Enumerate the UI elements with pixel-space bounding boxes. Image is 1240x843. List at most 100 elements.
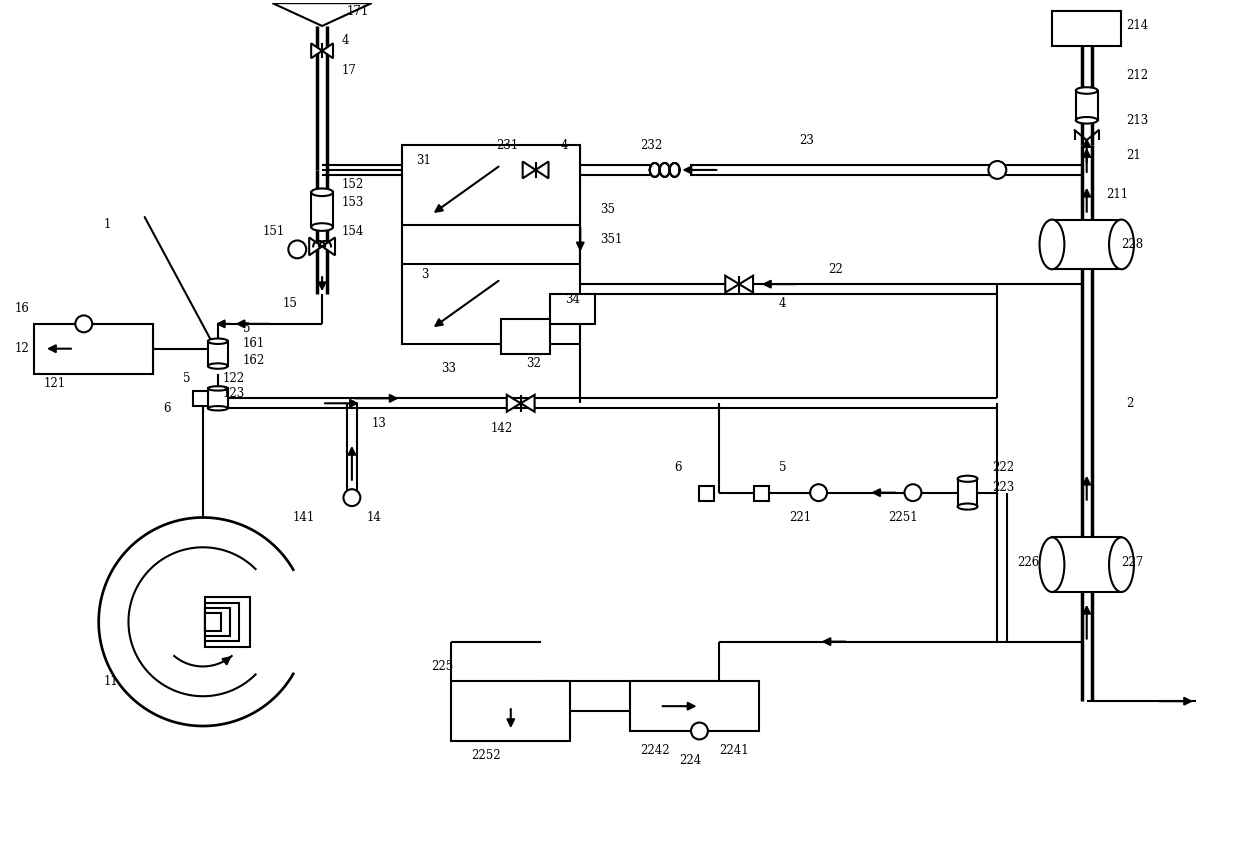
Text: 154: 154 [342, 225, 365, 238]
Text: 221: 221 [789, 511, 811, 524]
Ellipse shape [311, 223, 334, 231]
Text: 213: 213 [1126, 114, 1148, 126]
Text: 5: 5 [779, 461, 786, 475]
Bar [402, 264, 580, 344]
Polygon shape [322, 238, 335, 255]
Polygon shape [322, 43, 334, 58]
Bar [205, 603, 239, 641]
Text: 32: 32 [526, 357, 541, 370]
Text: 31: 31 [417, 153, 432, 167]
Bar [501, 319, 551, 354]
Text: 22: 22 [828, 263, 843, 276]
Text: 122: 122 [223, 372, 246, 385]
Text: 223: 223 [992, 481, 1014, 494]
Ellipse shape [208, 386, 228, 390]
Circle shape [904, 484, 921, 501]
Text: 1: 1 [104, 218, 112, 231]
Text: 4: 4 [560, 138, 568, 152]
Text: 17: 17 [342, 64, 357, 78]
Text: 211: 211 [1106, 188, 1128, 201]
Text: 2241: 2241 [719, 744, 749, 757]
Text: 34: 34 [565, 293, 580, 305]
Bar [551, 294, 595, 324]
Text: 2251: 2251 [888, 511, 918, 524]
Text: 224: 224 [680, 754, 702, 767]
Text: 225: 225 [432, 660, 454, 673]
Text: 4: 4 [342, 35, 350, 47]
Circle shape [289, 240, 306, 258]
Text: 6: 6 [675, 461, 682, 475]
Text: 11: 11 [104, 675, 118, 688]
Circle shape [810, 484, 827, 501]
Polygon shape [536, 162, 548, 179]
Ellipse shape [957, 503, 977, 510]
Text: 228: 228 [1121, 238, 1143, 251]
Text: 21: 21 [1126, 148, 1141, 162]
Text: 151: 151 [263, 225, 285, 238]
Ellipse shape [311, 189, 334, 196]
Text: 142: 142 [491, 422, 513, 435]
Text: 222: 222 [992, 461, 1014, 475]
Polygon shape [521, 395, 534, 411]
Ellipse shape [957, 475, 977, 482]
Text: 351: 351 [600, 233, 622, 246]
Text: 212: 212 [1126, 69, 1148, 82]
Text: 141: 141 [293, 511, 315, 524]
Bar [208, 389, 228, 408]
Polygon shape [273, 3, 372, 26]
Text: 227: 227 [1121, 556, 1143, 569]
Text: 226: 226 [1017, 556, 1039, 569]
Text: 152: 152 [342, 179, 365, 191]
Text: 214: 214 [1126, 19, 1148, 33]
Circle shape [691, 722, 708, 739]
Polygon shape [739, 276, 753, 293]
Circle shape [76, 315, 92, 332]
Bar [205, 597, 249, 647]
Bar [630, 681, 759, 731]
Ellipse shape [1039, 537, 1064, 592]
Text: 123: 123 [223, 387, 246, 400]
Text: 12: 12 [15, 342, 29, 355]
Ellipse shape [1076, 117, 1097, 124]
Ellipse shape [208, 406, 228, 411]
Text: 33: 33 [441, 362, 456, 375]
Polygon shape [309, 238, 322, 255]
Text: 231: 231 [496, 138, 518, 152]
Bar [650, 162, 689, 178]
Bar [451, 681, 570, 741]
Text: 23: 23 [799, 134, 813, 147]
Text: 2: 2 [1126, 397, 1133, 410]
Bar [35, 324, 154, 373]
Bar [208, 341, 228, 366]
Bar [1076, 90, 1097, 121]
Text: 2252: 2252 [471, 749, 501, 762]
Text: 14: 14 [367, 511, 382, 524]
Ellipse shape [208, 363, 228, 368]
Text: 6: 6 [164, 402, 171, 415]
Bar [957, 479, 977, 507]
Bar [754, 486, 769, 501]
Bar [1052, 219, 1121, 269]
Bar [205, 608, 229, 636]
Text: 171: 171 [347, 4, 370, 18]
Ellipse shape [1109, 219, 1133, 269]
Bar [699, 486, 714, 501]
Bar [402, 145, 580, 224]
Ellipse shape [1076, 87, 1097, 94]
Text: 16: 16 [15, 303, 30, 315]
Ellipse shape [1039, 219, 1064, 269]
Polygon shape [507, 395, 521, 411]
Text: 5: 5 [184, 372, 191, 385]
Polygon shape [523, 162, 536, 179]
Bar [1052, 11, 1121, 46]
Text: 153: 153 [342, 196, 365, 209]
Ellipse shape [1109, 537, 1133, 592]
Bar [193, 391, 208, 406]
Bar [205, 613, 221, 631]
Text: 5: 5 [243, 322, 250, 336]
Text: 232: 232 [640, 138, 662, 152]
Polygon shape [311, 43, 322, 58]
Text: 121: 121 [45, 377, 66, 390]
Text: 161: 161 [243, 337, 265, 350]
Text: 4: 4 [779, 298, 786, 310]
